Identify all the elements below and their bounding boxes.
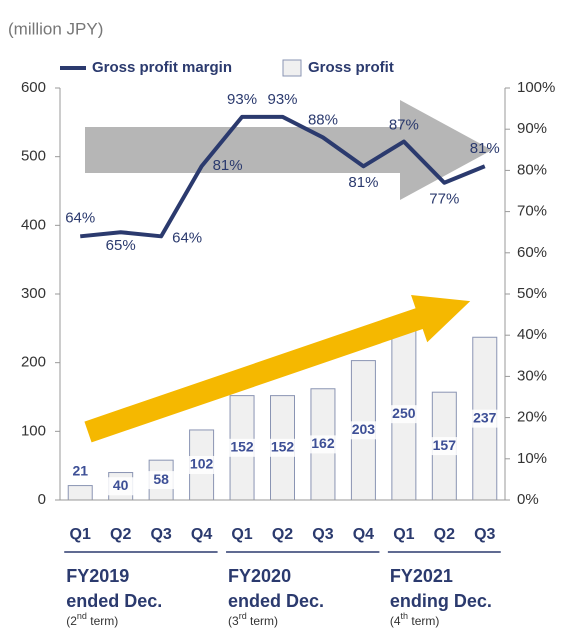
y2-tick-label: 80% <box>517 161 547 178</box>
group-sub: ended Dec. <box>228 591 324 611</box>
y-tick-label: 0 <box>38 491 46 508</box>
data-label: 21 <box>72 462 88 478</box>
y-tick-label: 100 <box>21 422 46 439</box>
legend-label: Gross profit <box>308 59 394 76</box>
term-part: (2 <box>66 614 77 628</box>
x-tick-label: Q2 <box>110 526 131 543</box>
data-label: 152 <box>271 439 295 455</box>
y2-tick-label: 0% <box>517 491 539 508</box>
data-label-bg <box>104 477 137 496</box>
x-tick-label: Q3 <box>312 526 333 543</box>
term-part: nd <box>77 611 87 621</box>
data-label: 64% <box>65 209 95 226</box>
data-label-bg <box>387 405 420 424</box>
legend-swatch <box>282 59 302 77</box>
y2-tick-label: 60% <box>517 244 547 261</box>
data-label: 81% <box>213 157 243 174</box>
data-label-bg <box>306 435 339 454</box>
y2-tick-label: 90% <box>517 120 547 137</box>
y-tick-label: 200 <box>21 354 46 371</box>
data-label: 58 <box>153 471 169 487</box>
y2-tick-label: 10% <box>517 450 547 467</box>
group-label: FY2021 <box>390 566 453 586</box>
y2-tick-label: 20% <box>517 409 547 426</box>
x-tick-label: Q4 <box>191 526 212 543</box>
data-label: 77% <box>429 191 459 208</box>
data-label-bg <box>266 438 299 457</box>
data-label-bg <box>145 471 178 490</box>
y-tick-label: 400 <box>21 216 46 233</box>
data-label-bg <box>64 462 97 481</box>
data-label-bg <box>347 421 380 440</box>
x-tick-label: Q3 <box>474 526 495 543</box>
y-tick-label: 300 <box>21 285 46 302</box>
data-label: 250 <box>392 405 416 421</box>
group-sub: ended Dec. <box>66 591 162 611</box>
group-label: FY2019 <box>66 566 129 586</box>
x-tick-label: Q1 <box>231 526 252 543</box>
group-label: FY2020 <box>228 566 291 586</box>
term-part: (3 <box>228 614 239 628</box>
x-tick-label: Q2 <box>272 526 293 543</box>
data-label: 64% <box>172 229 202 246</box>
term-part: (4 <box>390 614 401 628</box>
term-part: th <box>401 611 409 621</box>
trend-arrow <box>85 100 492 200</box>
y-tick-label: 600 <box>21 79 46 96</box>
data-label: 237 <box>473 409 497 425</box>
data-label-bg <box>185 455 218 474</box>
group-term: (4th term) <box>390 611 440 628</box>
data-label: 162 <box>311 435 335 451</box>
data-label: 93% <box>267 91 297 108</box>
data-label-bg <box>428 437 461 456</box>
y2-tick-label: 30% <box>517 367 547 384</box>
data-label: 65% <box>106 237 136 254</box>
group-term: (2nd term) <box>66 611 118 628</box>
data-label: 81% <box>348 174 378 191</box>
legend-label: Gross profit margin <box>92 59 232 76</box>
data-label: 152 <box>230 439 254 455</box>
term-part: term) <box>247 614 278 628</box>
data-label: 102 <box>190 456 214 472</box>
y2-tick-label: 40% <box>517 326 547 343</box>
data-label: 81% <box>470 140 500 157</box>
x-tick-label: Q3 <box>150 526 171 543</box>
term-part: term) <box>87 614 118 628</box>
unit-label: (million JPY) <box>8 19 103 38</box>
y2-tick-label: 50% <box>517 285 547 302</box>
y2-tick-label: 100% <box>517 79 555 96</box>
data-label: 87% <box>389 117 419 134</box>
data-label: 93% <box>227 91 257 108</box>
data-label-bg <box>226 438 259 457</box>
x-tick-label: Q1 <box>70 526 91 543</box>
x-tick-label: Q1 <box>393 526 414 543</box>
term-part: rd <box>239 611 247 621</box>
data-label: 203 <box>352 421 376 437</box>
trend-arrow <box>84 294 471 443</box>
data-label: 157 <box>433 437 457 453</box>
x-tick-label: Q2 <box>434 526 455 543</box>
y2-tick-label: 70% <box>517 203 547 220</box>
bar <box>67 485 93 501</box>
y-tick-label: 500 <box>21 148 46 165</box>
term-part: term) <box>408 614 439 628</box>
data-label: 40 <box>113 477 129 493</box>
group-sub: ending Dec. <box>390 591 492 611</box>
data-label: 88% <box>308 111 338 128</box>
data-label-bg <box>468 409 501 428</box>
group-term: (3rd term) <box>228 611 278 628</box>
line <box>80 114 486 239</box>
x-tick-label: Q4 <box>353 526 374 543</box>
